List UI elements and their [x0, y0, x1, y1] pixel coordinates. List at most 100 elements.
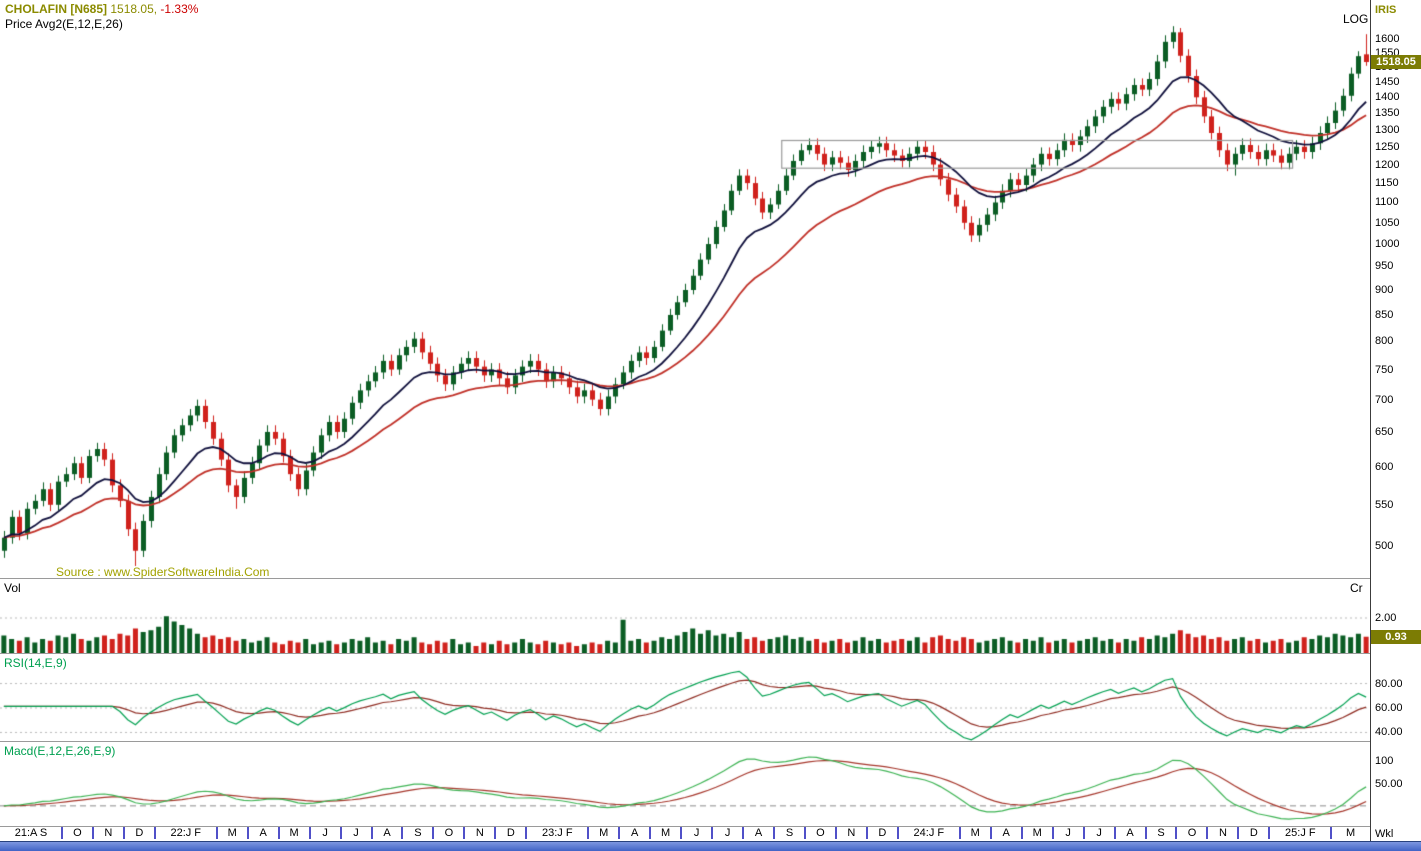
change-percent-label: -1.33% — [160, 2, 199, 16]
time-axis-tick — [60, 827, 63, 839]
time-axis-label: M — [289, 827, 299, 839]
time-axis-tick — [1113, 827, 1116, 839]
axis-tick-label: 1600 — [1375, 33, 1400, 46]
time-axis-tick — [153, 827, 156, 839]
time-axis-label: J — [1096, 827, 1102, 839]
rsi-chart-canvas[interactable] — [0, 653, 1370, 741]
time-axis-tick — [494, 827, 497, 839]
time-axis-tick — [525, 827, 528, 839]
volume-chart-canvas[interactable] — [0, 578, 1370, 653]
time-axis-tick — [401, 827, 404, 839]
time-axis-tick — [865, 827, 868, 839]
time-axis-label: O — [73, 827, 82, 839]
time-axis-tick — [680, 827, 683, 839]
time-axis-label: J — [353, 827, 359, 839]
axis-tick-label: 60.00 — [1375, 702, 1403, 714]
macd-chart-canvas[interactable] — [0, 741, 1370, 826]
rsi-panel-label: RSI(14,E,9) — [4, 656, 67, 670]
time-axis-tick — [896, 827, 899, 839]
time-axis-tick — [711, 827, 714, 839]
time-axis-tick — [246, 827, 249, 839]
axis-tick-label: 750 — [1375, 363, 1394, 376]
axis-tick-label: 2.00 — [1375, 612, 1397, 624]
macd-panel-label: Macd(E,12,E,26,E,9) — [4, 744, 116, 758]
time-axis-label: O — [1187, 827, 1197, 839]
time-axis-tick — [215, 827, 218, 839]
time-axis-tick — [1330, 827, 1333, 839]
axis-tick-label: 700 — [1375, 393, 1394, 406]
time-axis-tick — [989, 827, 992, 839]
time-axis-label: M — [227, 827, 237, 839]
axis-tick-label: 1000 — [1375, 238, 1400, 251]
time-axis-label: J — [724, 827, 731, 839]
time-axis-tick — [834, 827, 837, 839]
time-axis-tick — [1082, 827, 1085, 839]
time-axis-tick — [773, 827, 775, 839]
time-axis-label: J — [693, 827, 700, 839]
time-axis-tick — [1237, 827, 1240, 839]
time-axis-tick — [649, 827, 652, 839]
time-axis-label: O — [816, 827, 825, 839]
time-axis[interactable]: 21:A S O N D 22:J F M A M J J A S O N D 23:J F M A M J J A S O N… — [0, 827, 1370, 841]
time-axis-tick — [1268, 827, 1271, 839]
volume-panel-label: Vol — [4, 581, 21, 595]
axis-tick-label: 1050 — [1375, 216, 1400, 229]
time-axis-tick — [277, 827, 280, 839]
price-indicator-label: Price Avg2(E,12,E,26) — [5, 17, 123, 31]
axis-tick-label: 1350 — [1375, 107, 1400, 120]
time-axis-tick — [1051, 827, 1054, 839]
time-axis-tick — [587, 827, 590, 839]
axis-border-line — [1370, 0, 1371, 841]
log-scale-label[interactable]: LOG — [1343, 12, 1369, 26]
panel-separator — [0, 653, 1421, 654]
time-axis-label: M — [1032, 827, 1042, 839]
time-axis-label: A — [631, 827, 639, 839]
panel-separator — [0, 826, 1421, 827]
last-price-label: 1518.05, — [110, 2, 158, 16]
time-axis-tick — [370, 827, 373, 839]
time-axis-tick — [339, 827, 342, 839]
horizontal-scrollbar[interactable] — [0, 841, 1421, 851]
axis-tick-label: 600 — [1375, 460, 1394, 473]
time-axis-label: S — [1157, 827, 1165, 839]
axis-tick-label: 1300 — [1375, 123, 1400, 136]
axis-tick-label: 50.00 — [1375, 777, 1403, 790]
time-axis-tick — [1175, 827, 1178, 839]
panel-separator — [0, 578, 1421, 579]
time-axis-label: 23:J F — [541, 827, 573, 839]
panel-separator — [0, 741, 1421, 742]
last-price-badge: 1518.05 — [1371, 55, 1421, 69]
time-axis-label: N — [475, 827, 484, 839]
symbol-label: CHOLAFIN [N685] — [5, 2, 108, 16]
source-watermark: Source : www.SpiderSoftwareIndia.Com — [56, 565, 270, 579]
volume-unit-label: Cr — [1350, 581, 1363, 595]
time-axis-label: N — [104, 827, 113, 839]
time-axis-tick — [432, 827, 435, 839]
axis-tick-label: 1250 — [1375, 140, 1400, 153]
axis-tick-label: 40.00 — [1375, 726, 1403, 739]
axis-tick-label: 950 — [1375, 260, 1394, 273]
time-axis-label: S — [414, 827, 422, 839]
time-axis-label: M — [661, 827, 671, 839]
time-axis-tick — [803, 827, 806, 839]
time-axis-label: A — [1126, 827, 1134, 839]
platform-label: IRIS — [1375, 4, 1397, 16]
time-axis-label: A — [754, 827, 763, 839]
axis-tick-label: 1100 — [1375, 196, 1399, 209]
axis-tick-label: 80.00 — [1375, 677, 1403, 690]
time-axis-tick — [91, 827, 94, 839]
time-axis-label: D — [135, 827, 144, 839]
axis-tick-label: 1400 — [1375, 91, 1400, 104]
axis-tick-label: 500 — [1375, 540, 1394, 553]
axis-tick-label: 850 — [1375, 308, 1394, 321]
time-axis-label: M — [970, 827, 980, 839]
price-chart-canvas[interactable] — [0, 0, 1370, 578]
time-axis-tick — [122, 827, 125, 839]
time-axis-label: 21:A S — [14, 827, 48, 839]
time-axis-label: 25:J F — [1285, 827, 1316, 839]
time-axis-label: M — [1346, 827, 1356, 839]
time-axis-tick — [1144, 827, 1147, 839]
time-axis-label: N — [847, 827, 856, 839]
price-axis-column[interactable]: IRIS160015501500145014001350130012501200… — [1371, 0, 1421, 841]
